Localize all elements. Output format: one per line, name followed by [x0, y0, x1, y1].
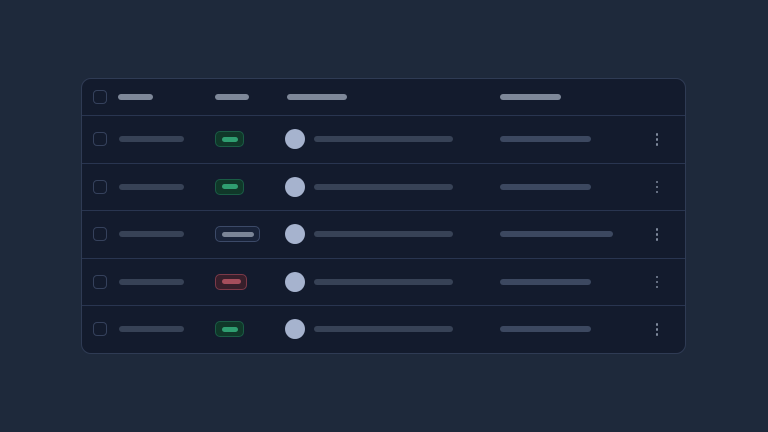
name-column-placeholder [118, 94, 153, 100]
status-badge-placeholder-bar [221, 136, 238, 142]
meta-placeholder-bar [500, 278, 591, 285]
detail-placeholder-bar [314, 136, 453, 143]
select-all-checkbox[interactable] [93, 90, 107, 104]
table-row[interactable] [82, 115, 685, 163]
detail-placeholder-bar [314, 183, 453, 190]
kebab-dot [655, 228, 659, 231]
kebab-dot [655, 233, 659, 236]
kebab-menu-button[interactable] [645, 268, 669, 296]
row-checkbox[interactable] [93, 179, 107, 194]
table-row[interactable] [82, 210, 685, 258]
data-table-panel [81, 78, 686, 354]
avatar [285, 271, 305, 292]
row-checkbox[interactable] [93, 227, 107, 242]
status-badge-placeholder-bar [221, 231, 254, 237]
kebab-dot [655, 333, 659, 336]
kebab-dot [655, 190, 659, 193]
kebab-dot [655, 138, 659, 141]
kebab-dot [655, 275, 659, 278]
kebab-dot [655, 323, 659, 326]
name-placeholder-bar [119, 278, 184, 285]
detail-placeholder-bar [314, 231, 453, 238]
avatar [285, 176, 305, 197]
meta-placeholder-bar [500, 326, 591, 333]
kebab-dot [655, 238, 659, 241]
avatar [285, 129, 305, 150]
status-badge-placeholder-bar [221, 326, 238, 332]
table-row[interactable] [82, 162, 685, 211]
row-checkbox[interactable] [93, 274, 107, 289]
status-badge-neutral [215, 226, 260, 243]
detail-placeholder-bar [314, 278, 453, 285]
name-placeholder-bar [119, 183, 184, 190]
status-column-placeholder [215, 94, 249, 100]
avatar [285, 319, 305, 340]
name-placeholder-bar [119, 136, 184, 143]
table-row[interactable] [82, 257, 685, 306]
meta-placeholder-bar [500, 183, 591, 190]
meta-column-placeholder [500, 94, 561, 100]
kebab-menu-button[interactable] [645, 125, 669, 153]
status-badge-danger [215, 273, 247, 290]
name-placeholder-bar [119, 326, 184, 333]
row-checkbox[interactable] [93, 132, 107, 147]
detail-placeholder-bar [314, 326, 453, 333]
status-badge-success [215, 131, 244, 148]
kebab-dot [655, 185, 659, 188]
name-placeholder-bar [119, 231, 184, 238]
owner-column-placeholder [287, 94, 347, 100]
row-checkbox[interactable] [93, 322, 107, 337]
table-header-row [82, 79, 685, 115]
kebab-dot [655, 180, 659, 183]
avatar [285, 224, 305, 245]
kebab-dot [655, 285, 659, 288]
kebab-dot [655, 143, 659, 146]
status-badge-success [215, 178, 244, 195]
kebab-dot [655, 133, 659, 136]
kebab-dot [655, 280, 659, 283]
kebab-menu-button[interactable] [645, 315, 669, 343]
meta-placeholder-bar [500, 231, 613, 238]
table-body [82, 115, 685, 353]
table-row[interactable] [82, 305, 685, 353]
status-badge-placeholder-bar [221, 184, 238, 190]
status-badge-success [215, 321, 244, 338]
kebab-menu-button[interactable] [645, 173, 669, 201]
status-badge-placeholder-bar [221, 279, 241, 285]
kebab-menu-button[interactable] [645, 220, 669, 248]
meta-placeholder-bar [500, 136, 591, 143]
kebab-dot [655, 328, 659, 331]
